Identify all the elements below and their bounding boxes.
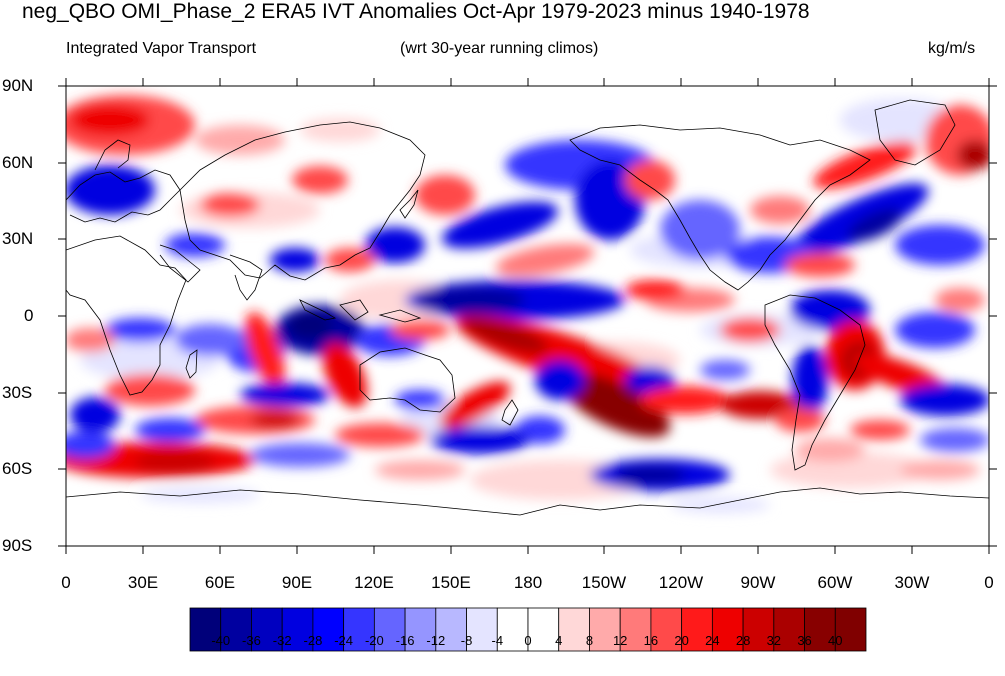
colorbar-swatch bbox=[312, 607, 345, 652]
axis-ticks bbox=[58, 78, 997, 554]
colorbar-label: -36 bbox=[242, 633, 261, 648]
colorbar-swatch bbox=[281, 607, 314, 652]
anomaly-field bbox=[66, 86, 989, 546]
colorbar-swatch bbox=[742, 607, 775, 652]
colorbar-swatch bbox=[681, 607, 713, 652]
center-subtitle: (wrt 30-year running climos) bbox=[400, 40, 599, 57]
figure-title: neg_QBO OMI_Phase_2 ERA5 IVT Anomalies O… bbox=[22, 0, 810, 23]
colorbar-label: 40 bbox=[828, 633, 843, 648]
colorbar-swatch bbox=[650, 607, 683, 652]
colorbar-label: 28 bbox=[735, 633, 751, 648]
colorbar-swatch bbox=[589, 607, 621, 652]
colorbar-label: 0 bbox=[524, 633, 532, 648]
colorbar-swatch bbox=[404, 607, 437, 652]
colorbar-label: -20 bbox=[364, 633, 384, 648]
colorbar bbox=[189, 607, 867, 652]
lat-label-90s: 90S bbox=[2, 536, 33, 555]
lon-label-0-right: 0 bbox=[984, 573, 994, 592]
colorbar-label: -4 bbox=[491, 633, 504, 648]
lon-label-120e: 120E bbox=[354, 573, 394, 592]
lon-label-60w: 60W bbox=[817, 573, 853, 592]
colorbar-swatch bbox=[773, 607, 805, 652]
lon-label-150w: 150W bbox=[581, 573, 627, 592]
colorbar-label: -40 bbox=[211, 633, 231, 648]
lon-label-30w: 30W bbox=[894, 573, 930, 592]
colorbar-label: -12 bbox=[426, 633, 446, 648]
colorbar-label: 8 bbox=[585, 633, 594, 648]
colorbar-label: 36 bbox=[797, 633, 812, 648]
colorbar-swatch bbox=[435, 607, 467, 652]
colorbar-label: 24 bbox=[705, 633, 720, 648]
lat-label-60n: 60N bbox=[2, 153, 34, 172]
lon-label-90w: 90W bbox=[740, 573, 776, 592]
lon-label-0: 0 bbox=[61, 573, 71, 592]
lat-label-30n: 30N bbox=[2, 229, 34, 248]
colorbar-swatch bbox=[343, 607, 375, 652]
colorbar-swatch bbox=[804, 607, 836, 652]
colorbar-swatch bbox=[711, 607, 744, 652]
lon-label-90e: 90E bbox=[281, 573, 313, 592]
colorbar-swatch bbox=[189, 607, 222, 652]
colorbar-label: -32 bbox=[272, 633, 292, 648]
lat-label-60s: 60S bbox=[2, 459, 33, 478]
colorbar-swatch bbox=[527, 607, 560, 652]
colorbar-label: 12 bbox=[612, 633, 628, 648]
colorbar-swatch bbox=[220, 607, 252, 652]
left-subtitle: Integrated Vapor Transport bbox=[66, 40, 257, 57]
colorbar-label: -28 bbox=[303, 633, 323, 648]
colorbar-label: -24 bbox=[334, 633, 354, 648]
lon-label-180: 180 bbox=[513, 573, 543, 592]
units-label: kg/m/s bbox=[928, 40, 976, 57]
colorbar-swatch bbox=[496, 607, 529, 652]
lon-label-60e: 60E bbox=[204, 573, 236, 592]
lat-label-equator: 0 bbox=[24, 306, 34, 325]
lon-label-150e: 150E bbox=[431, 573, 471, 592]
colorbar-label: 4 bbox=[555, 633, 563, 648]
coastlines bbox=[66, 99, 989, 516]
lon-label-120w: 120W bbox=[658, 573, 704, 592]
colorbar-swatch bbox=[466, 607, 498, 652]
colorbar-label: 20 bbox=[674, 633, 689, 648]
colorbar-label: -8 bbox=[460, 633, 473, 648]
colorbar-swatch bbox=[558, 607, 590, 652]
lat-label-30s: 30S bbox=[2, 383, 33, 402]
colorbar-label: 32 bbox=[766, 633, 782, 648]
lon-label-30e: 30E bbox=[127, 573, 159, 592]
lat-label-90n: 90N bbox=[2, 76, 34, 95]
colorbar-label: 16 bbox=[643, 633, 659, 648]
colorbar-label: -16 bbox=[395, 633, 415, 648]
colorbar-swatch bbox=[834, 607, 867, 652]
